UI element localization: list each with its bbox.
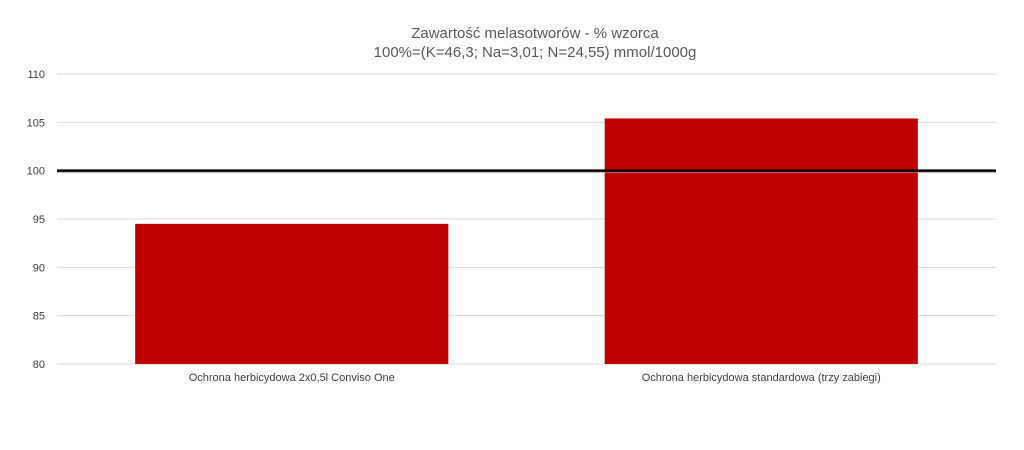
y-tick-label: 105 [27,117,45,129]
x-axis-labels: Ochrona herbicydowa 2x0,5l Conviso One Oc… [189,372,881,384]
y-tick-label: 95 [33,214,45,226]
y-tick-label: 80 [33,359,45,371]
y-tick-label: 110 [27,69,45,81]
x-category-label: Ochrona herbicydowa standardowa (trzy za… [642,372,881,384]
chart-subtitle: 100%=(K=46,3; Na=3,01; N=24,55) mmol/100… [374,44,697,61]
chart-title: Zawartość melasotworów - % wzorca [411,25,659,42]
bar [604,118,918,364]
reference-line-group [57,169,996,174]
x-category-label: Ochrona herbicydowa 2x0,5l Conviso One [189,372,395,384]
y-tick-label: 100 [27,166,45,178]
bar [135,223,449,364]
y-axis-ticks: 80 85 90 95 100 105 110 [27,69,45,371]
y-tick-label: 85 [33,311,45,323]
bars [135,118,918,364]
y-tick-label: 90 [33,262,45,274]
